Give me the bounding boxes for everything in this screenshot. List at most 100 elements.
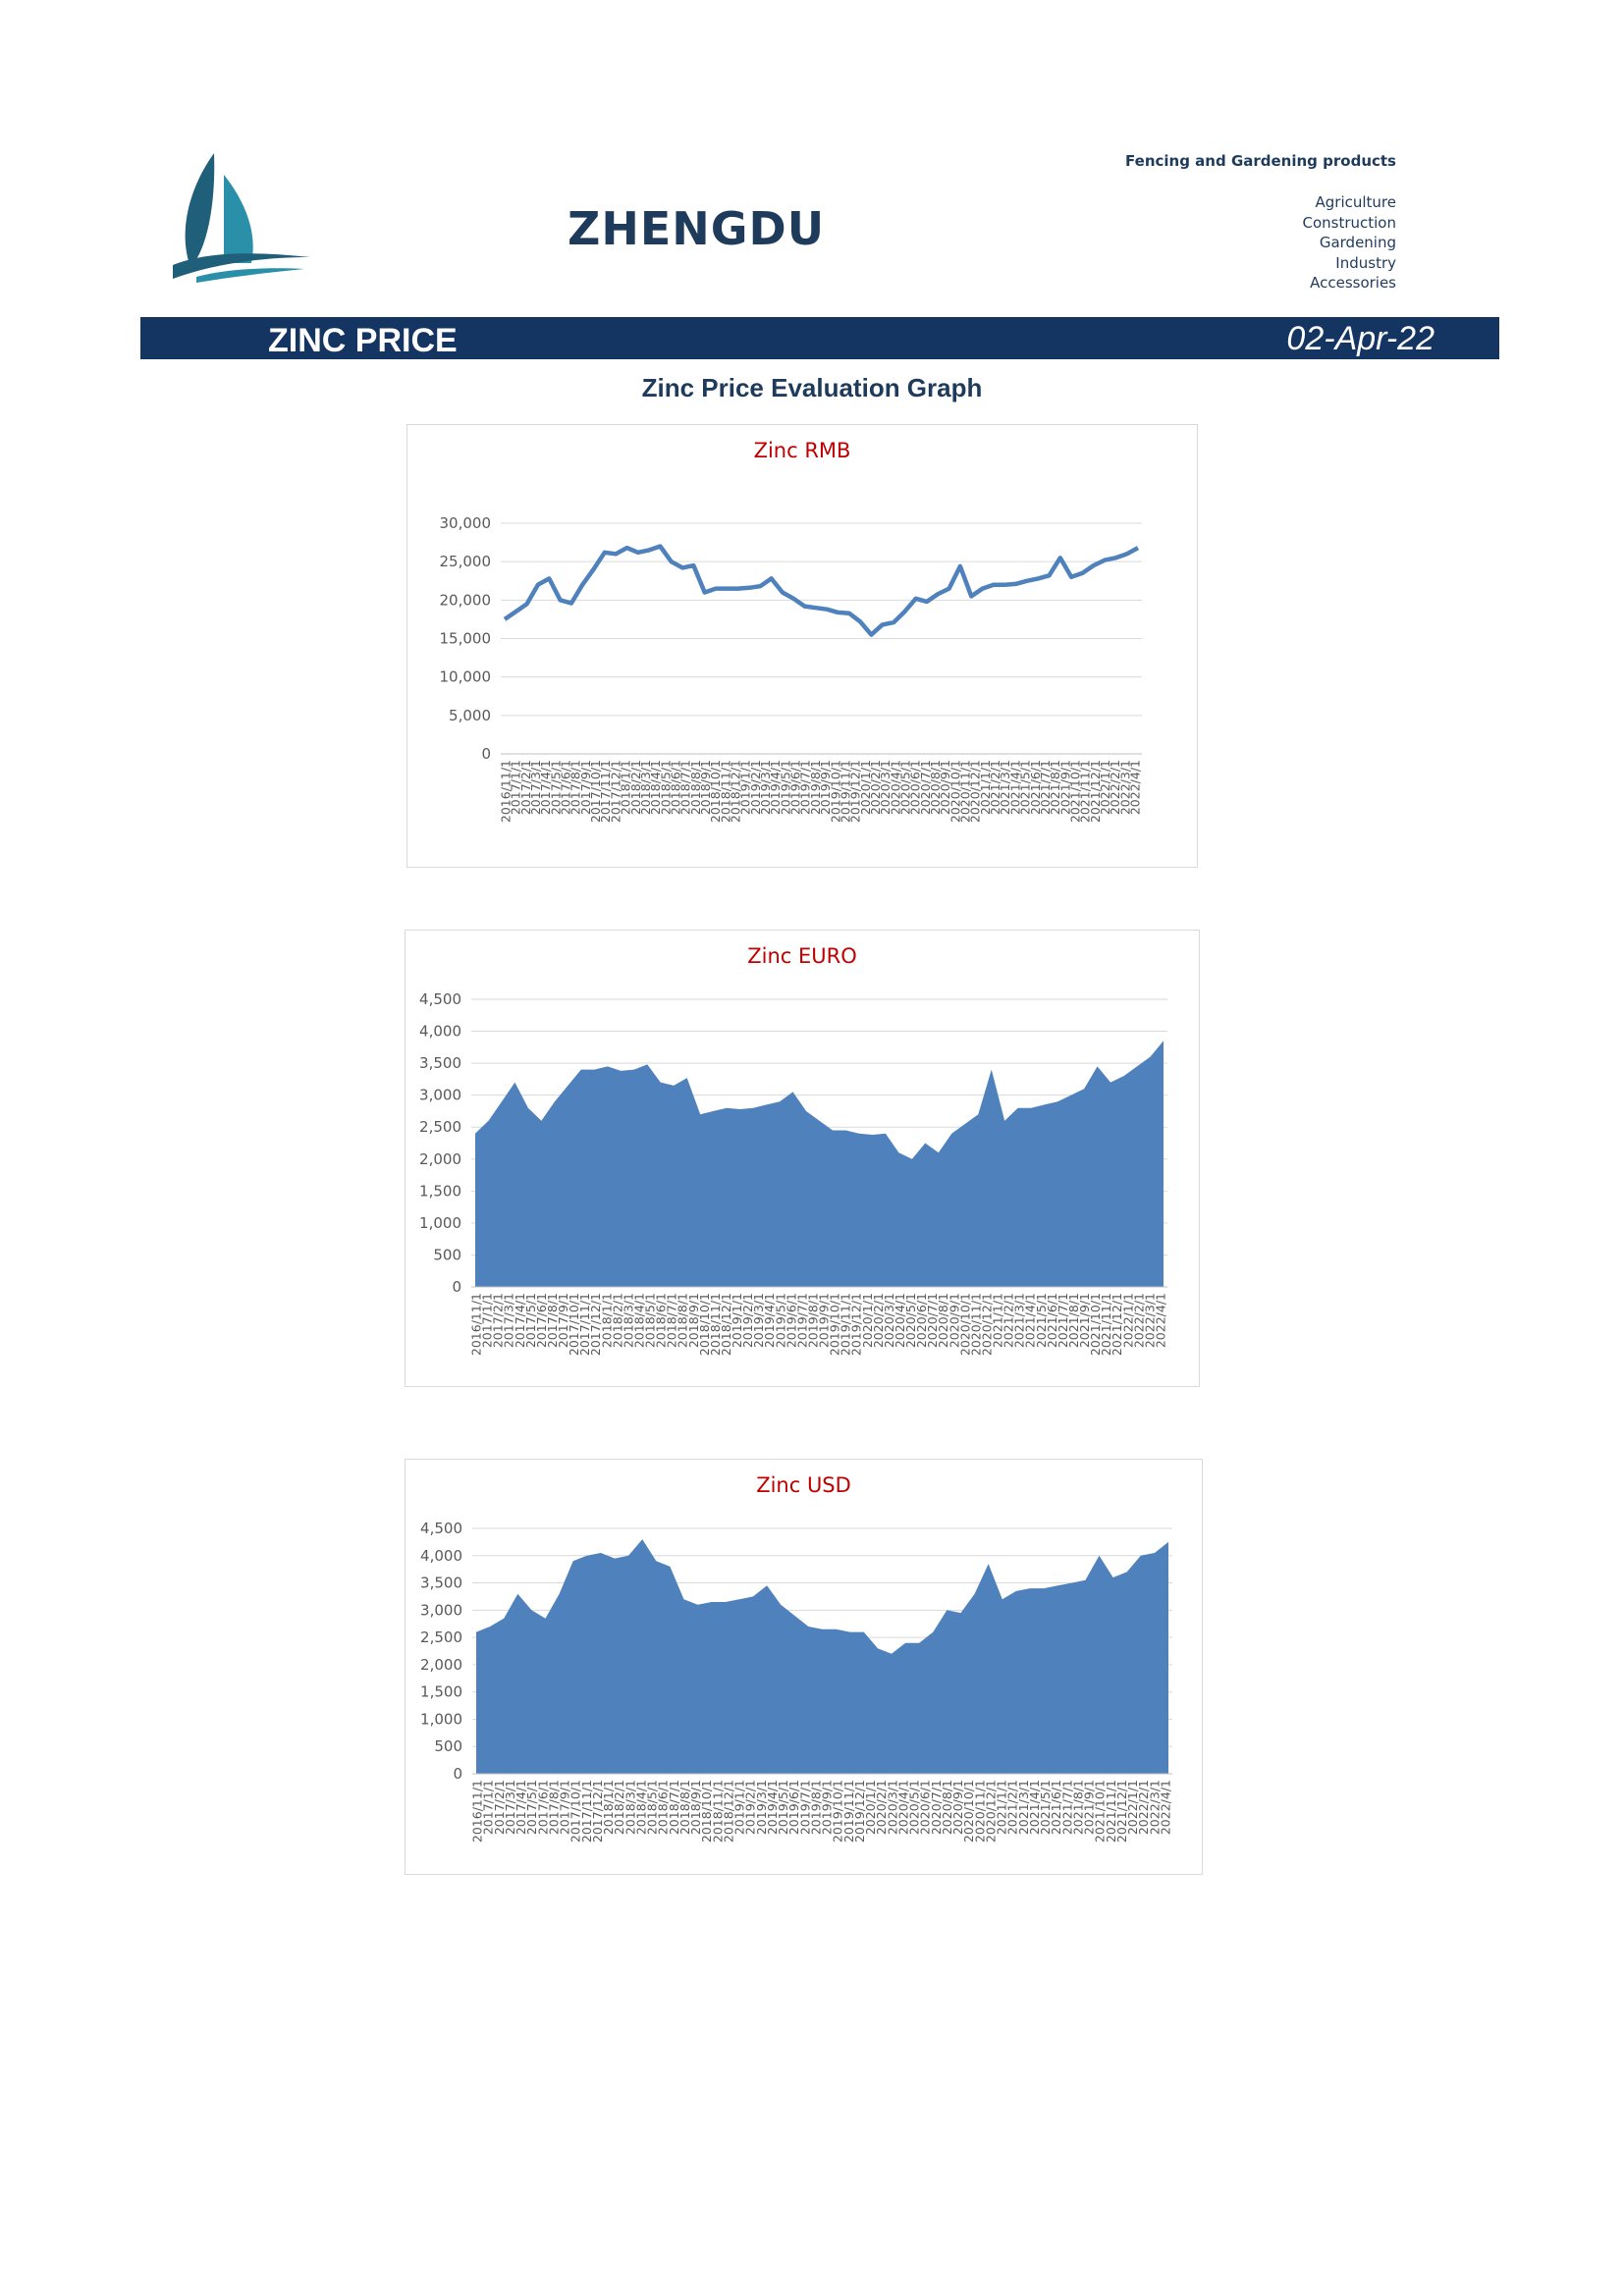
x-tick-label: 2018/8/1	[676, 1293, 690, 1348]
x-tick-label: 2020/1/1	[858, 760, 873, 815]
x-tick-label: 2020/5/1	[907, 1780, 922, 1835]
x-tick-label: 2022/1/1	[1098, 760, 1112, 815]
x-tick-label: 2021/1/1	[995, 1780, 1009, 1835]
title-banner: ZINC PRICE 02-Apr-22	[140, 317, 1499, 359]
x-tick-label: 2017/3/1	[502, 1293, 516, 1348]
y-tick-label: 1,500	[419, 1182, 461, 1200]
x-tick-label: 2020/4/1	[893, 1293, 907, 1348]
x-tick-label: 2021/8/1	[1070, 1780, 1085, 1835]
x-tick-label: 2022/4/1	[1154, 1293, 1168, 1348]
x-tick-label: 2022/2/1	[1131, 1293, 1146, 1348]
y-tick-label: 10,000	[440, 668, 492, 686]
x-tick-label: 2022/2/1	[1108, 760, 1122, 815]
chart-svg: Zinc USD 0 500 1,000 1,500 2,000 2,500 3,000 3,5…	[420, 1473, 1172, 1842]
x-tick-label: 2021/12/1	[1088, 760, 1103, 823]
x-tick-label: 2020/12/1	[979, 1293, 994, 1356]
x-tick-label: 2017/11/1	[598, 760, 613, 823]
sailboat-logo-icon	[173, 153, 310, 283]
x-tick-label: 2018/10/1	[708, 760, 723, 823]
x-tick-label: 2019/9/1	[818, 760, 833, 815]
x-tick-label: 2018/5/1	[643, 1293, 658, 1348]
y-tick-label: 500	[433, 1246, 461, 1263]
x-tick-label: 2018/9/1	[688, 1780, 703, 1835]
category-item: Construction	[1302, 213, 1396, 232]
x-tick-label: 2021/10/1	[1093, 1780, 1108, 1842]
x-tick-label: 2021/3/1	[1012, 1293, 1027, 1348]
x-tick-label: 2021/11/1	[1099, 1293, 1113, 1356]
x-tick-label: 2017/1/1	[509, 760, 523, 815]
x-tick-label: 2017/11/1	[577, 1293, 592, 1356]
x-tick-label: 2021/12/1	[1114, 1780, 1129, 1842]
y-tick-label: 2,000	[420, 1656, 462, 1674]
x-tick-label: 2019/8/1	[808, 760, 823, 815]
x-tick-label: 2018/5/1	[645, 1780, 660, 1835]
chart-zinc-euro: Zinc EURO 0 500 1,000 1,500 2,000 2,500 3,000 3,…	[405, 930, 1200, 1387]
x-tick-label: 2020/3/1	[885, 1780, 899, 1835]
x-tick-label: 2021/10/1	[1088, 1293, 1103, 1356]
x-tick-label: 2019/4/1	[765, 1780, 780, 1835]
x-tick-label: 2017/9/1	[556, 1293, 570, 1348]
x-tick-label: 2019/10/1	[831, 1780, 845, 1842]
x-tick-label: 2018/5/1	[658, 760, 673, 815]
x-tick-label: 2021/6/1	[1028, 760, 1043, 815]
x-tick-label: 2020/10/1	[947, 760, 962, 823]
y-tick-label: 3,500	[420, 1575, 462, 1592]
x-tick-label: 2018/2/1	[610, 1293, 624, 1348]
x-tick-label: 2018/12/1	[729, 760, 743, 823]
y-tick-label: 30,000	[440, 514, 492, 532]
x-tick-label: 2021/4/1	[1023, 1293, 1038, 1348]
banner-title: ZINC PRICE	[268, 322, 458, 359]
x-tick-label: 2019/1/1	[738, 760, 753, 815]
x-tick-label: 2018/11/1	[718, 760, 732, 823]
x-tick-label: 2018/11/1	[710, 1780, 725, 1842]
x-tick-label: 2019/9/1	[820, 1780, 835, 1835]
x-tick-label: 2020/5/1	[897, 760, 912, 815]
y-tick-label: 5,000	[449, 707, 491, 724]
x-tick-label: 2018/1/1	[601, 1780, 616, 1835]
x-tick-label: 2019/12/1	[852, 1780, 867, 1842]
x-tick-label: 2021/5/1	[1038, 1780, 1053, 1835]
x-tick-label: 2020/8/1	[936, 1293, 950, 1348]
y-tick-label: 3,000	[419, 1087, 461, 1104]
x-tick-label: 2018/4/1	[633, 1780, 648, 1835]
y-tick-label: 1,000	[420, 1710, 462, 1728]
x-tick-label: 2019/11/1	[839, 1293, 853, 1356]
x-tick-label: 2021/4/1	[1007, 760, 1022, 815]
x-tick-label: 2018/1/1	[599, 1293, 614, 1348]
x-tick-label: 2018/7/1	[667, 1780, 681, 1835]
x-tick-label: 2021/1/1	[991, 1293, 1005, 1348]
x-tick-label: 2018/1/1	[619, 760, 633, 815]
x-tick-label: 2020/3/1	[878, 760, 893, 815]
x-tick-label: 2018/3/1	[623, 1780, 637, 1835]
series-line	[503, 544, 1140, 637]
x-tick-label: 2020/9/1	[950, 1780, 965, 1835]
y-tick-label: 3,000	[420, 1601, 462, 1619]
x-tick-label: 2022/3/1	[1142, 1293, 1157, 1348]
y-tick-label: 4,500	[420, 1520, 462, 1537]
y-tick-label: 15,000	[440, 630, 492, 648]
x-tick-label: 2019/2/1	[748, 760, 763, 815]
y-tick-label: 20,000	[440, 591, 492, 609]
x-tick-label: 2017/8/1	[568, 760, 583, 815]
y-tick-label: 4,000	[420, 1547, 462, 1565]
x-tick-label: 2017/10/1	[568, 1780, 583, 1842]
x-tick-label: 2017/6/1	[534, 1293, 549, 1348]
x-tick-label: 2018/9/1	[686, 1293, 701, 1348]
x-tick-label: 2019/6/1	[784, 1293, 798, 1348]
x-tick-label: 2017/8/1	[546, 1780, 561, 1835]
x-tick-label: 2018/6/1	[668, 760, 682, 815]
x-tick-label: 2021/5/1	[1018, 760, 1033, 815]
x-tick-label: 2021/2/1	[1001, 1293, 1016, 1348]
x-tick-label: 2017/5/1	[524, 1780, 539, 1835]
x-tick-label: 2021/2/1	[1005, 1780, 1020, 1835]
x-tick-label: 2020/12/1	[968, 760, 983, 823]
chart-title: Zinc RMB	[754, 439, 851, 462]
x-tick-label: 2019/6/1	[786, 1780, 801, 1835]
x-tick-label: 2017/3/1	[528, 760, 543, 815]
x-tick-label: 2020/3/1	[882, 1293, 896, 1348]
x-tick-label: 2017/9/1	[578, 760, 593, 815]
x-tick-label: 2016/11/1	[470, 1780, 485, 1842]
x-tick-label: 2019/7/1	[798, 760, 813, 815]
x-tick-label: 2019/1/1	[730, 1293, 744, 1348]
x-tick-label: 2017/1/1	[480, 1293, 495, 1348]
